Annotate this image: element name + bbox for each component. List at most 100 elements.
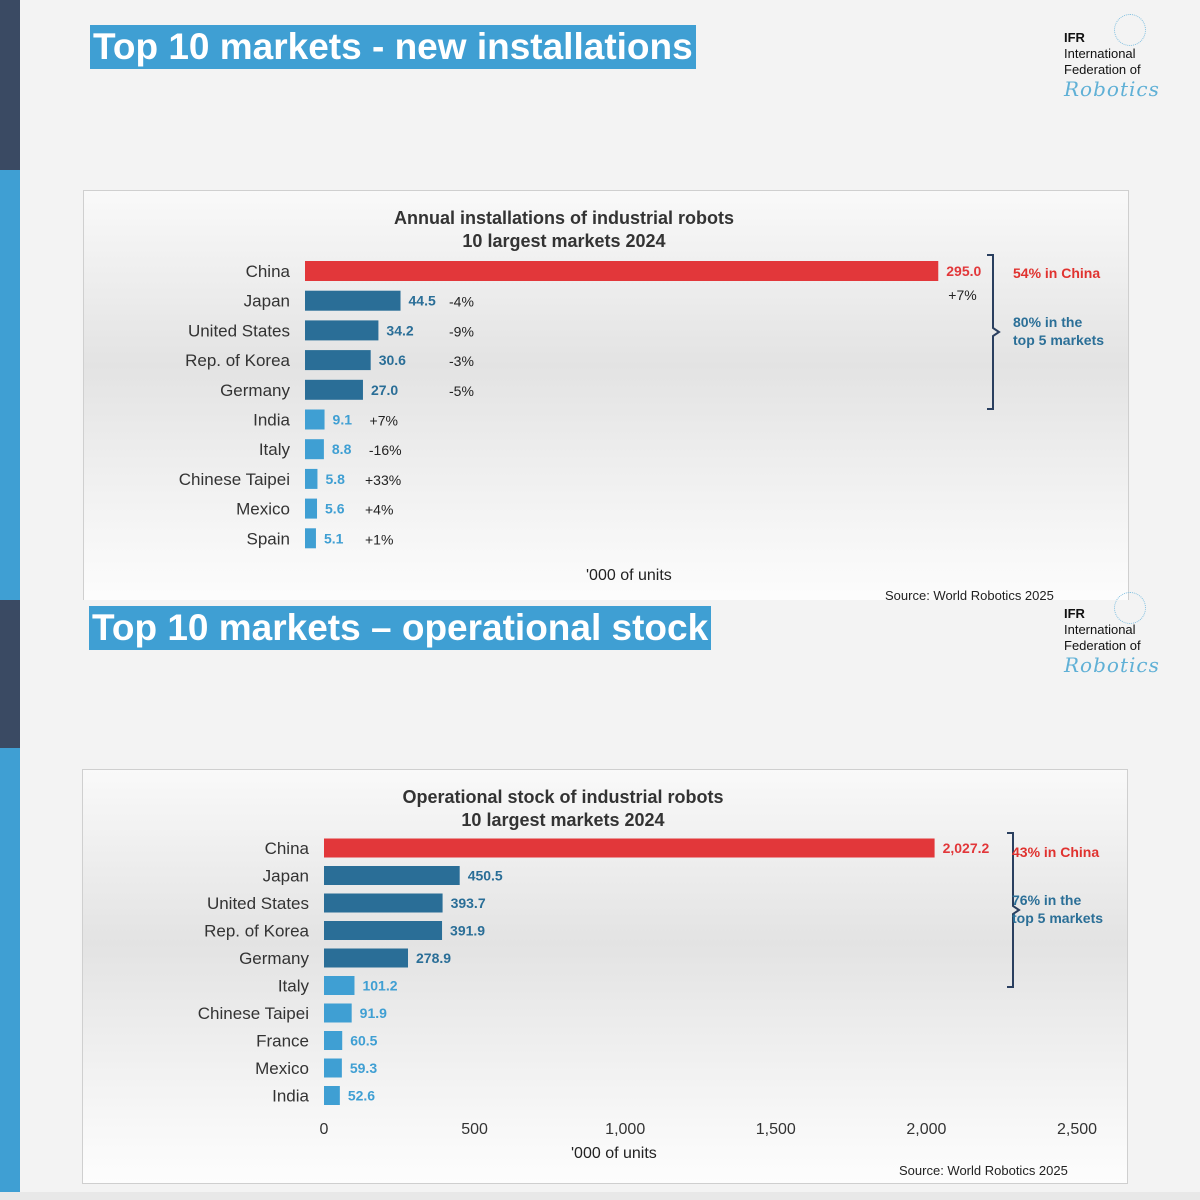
- note-top5-line2: top 5 markets: [1013, 332, 1105, 348]
- category-label: Chinese Taipei: [179, 470, 290, 489]
- growth-label: -16%: [369, 442, 402, 458]
- growth-label: -9%: [449, 323, 474, 339]
- logo-wordmark: Robotics: [1064, 653, 1160, 677]
- bar: [305, 261, 939, 281]
- bar: [305, 350, 371, 371]
- value-label: 393.7: [451, 895, 486, 911]
- logo-abbr: IFR: [1064, 30, 1085, 45]
- note-top5-share: 76% in the top 5 markets: [1012, 891, 1103, 927]
- chart-title: Annual installations of industrial robot…: [84, 207, 1044, 253]
- bar: [324, 866, 460, 885]
- category-label: France: [256, 1032, 309, 1051]
- x-tick-label: 1,500: [756, 1121, 796, 1138]
- value-label: 5.6: [325, 501, 345, 517]
- value-label: 5.1: [324, 530, 344, 546]
- note-top5-line1: 80% in the: [1013, 314, 1083, 330]
- growth-label: +33%: [365, 472, 401, 488]
- bar: [305, 409, 325, 430]
- bar: [305, 320, 379, 341]
- category-label: United States: [188, 321, 290, 340]
- growth-label: +7%: [370, 413, 398, 429]
- edge-strip-blue-bottom: [0, 748, 20, 1200]
- value-label: 101.2: [362, 978, 397, 994]
- value-label: 278.9: [416, 950, 451, 966]
- slide-operational-stock: Top 10 markets – operational stock IFR I…: [20, 592, 1200, 1192]
- value-label: 5.8: [325, 471, 345, 487]
- category-label: United States: [207, 894, 309, 913]
- bar: [324, 1086, 340, 1105]
- note-top5-line2: top 5 markets: [1012, 910, 1104, 926]
- logo-line1: International: [1064, 46, 1136, 61]
- category-label: Chinese Taipei: [198, 1004, 309, 1023]
- bar: [324, 976, 355, 995]
- value-label: 27.0: [371, 382, 398, 398]
- category-label: China: [265, 839, 310, 858]
- bar: [324, 1031, 343, 1050]
- category-label: India: [253, 411, 290, 430]
- note-china-share: 43% in China: [1012, 844, 1100, 860]
- category-label: China: [246, 262, 291, 281]
- globe-icon: [1114, 14, 1146, 46]
- x-tick-label: 2,000: [906, 1121, 946, 1138]
- logo-line1: International: [1064, 622, 1136, 637]
- bar: [324, 948, 409, 968]
- bar: [324, 838, 935, 858]
- category-label: Italy: [259, 440, 291, 459]
- bar: [324, 893, 443, 913]
- growth-label: -5%: [449, 383, 474, 399]
- edge-strip-dark-bottom: [0, 600, 20, 748]
- category-label: Mexico: [255, 1059, 309, 1078]
- value-label: 59.3: [350, 1060, 377, 1076]
- source-note: Source: World Robotics 2025: [899, 1163, 1068, 1178]
- chart-title-line1: Operational stock of industrial robots: [402, 787, 724, 807]
- note-top5-line1: 76% in the: [1012, 892, 1082, 908]
- growth-label: +7%: [948, 287, 976, 303]
- category-label: Germany: [239, 949, 309, 968]
- slide-installations: Top 10 markets - new installations IFR I…: [20, 0, 1200, 608]
- category-label: Spain: [247, 529, 290, 548]
- x-tick-label: 500: [461, 1121, 488, 1138]
- chart-title-line2: 10 largest markets 2024: [462, 231, 666, 251]
- x-axis-label: '000 of units: [571, 1145, 657, 1162]
- growth-label: -3%: [449, 353, 474, 369]
- category-label: Japan: [244, 292, 290, 311]
- slide-banner: Top 10 markets – operational stock: [89, 606, 712, 650]
- value-label: 9.1: [333, 412, 353, 428]
- bar-chart-operational-stock: China 2,027.2 Japan 450.5 United States 393.7…: [198, 832, 1097, 1138]
- value-label: 295.0: [946, 263, 981, 279]
- logo-line2: Federation of: [1064, 62, 1141, 77]
- edge-strip-dark-top: [0, 0, 20, 170]
- bar: [324, 921, 443, 940]
- value-label: 2,027.2: [943, 840, 990, 856]
- bar: [305, 439, 324, 460]
- slide-banner: Top 10 markets - new installations: [90, 25, 696, 69]
- growth-label: +4%: [365, 502, 393, 518]
- globe-icon: [1114, 592, 1146, 624]
- value-label: 450.5: [468, 868, 503, 884]
- note-china-share: 54% in China: [1013, 265, 1101, 281]
- value-label: 34.2: [386, 322, 413, 338]
- x-tick-label: 2,500: [1057, 1121, 1097, 1138]
- top5-bracket: [987, 254, 1001, 410]
- bar: [305, 498, 318, 519]
- value-label: 30.6: [379, 352, 406, 368]
- note-top5-share: 80% in the top 5 markets: [1013, 313, 1104, 349]
- bar: [324, 1003, 352, 1023]
- category-label: Italy: [278, 977, 310, 996]
- logo-wordmark: Robotics: [1064, 77, 1160, 101]
- ifr-logo: IFR International Federation of Robotics: [1064, 30, 1160, 100]
- x-tick-label: 0: [320, 1121, 329, 1138]
- value-label: 60.5: [350, 1033, 377, 1049]
- bar-chart-installations: China 295.0 +7% Japan 44.5 -4% United States 34…: [179, 254, 1001, 549]
- category-label: India: [272, 1087, 309, 1106]
- value-label: 91.9: [360, 1005, 387, 1021]
- top5-bracket: [1007, 832, 1021, 988]
- logo-abbr: IFR: [1064, 606, 1085, 621]
- value-label: 391.9: [450, 923, 485, 939]
- chart-title-line2: 10 largest markets 2024: [461, 810, 665, 830]
- edge-strip-blue-top: [0, 170, 20, 600]
- category-label: Mexico: [236, 500, 290, 519]
- chart-title-line1: Annual installations of industrial robot…: [393, 208, 734, 228]
- ifr-logo: IFR International Federation of Robotics: [1064, 606, 1160, 676]
- bar: [324, 1058, 342, 1078]
